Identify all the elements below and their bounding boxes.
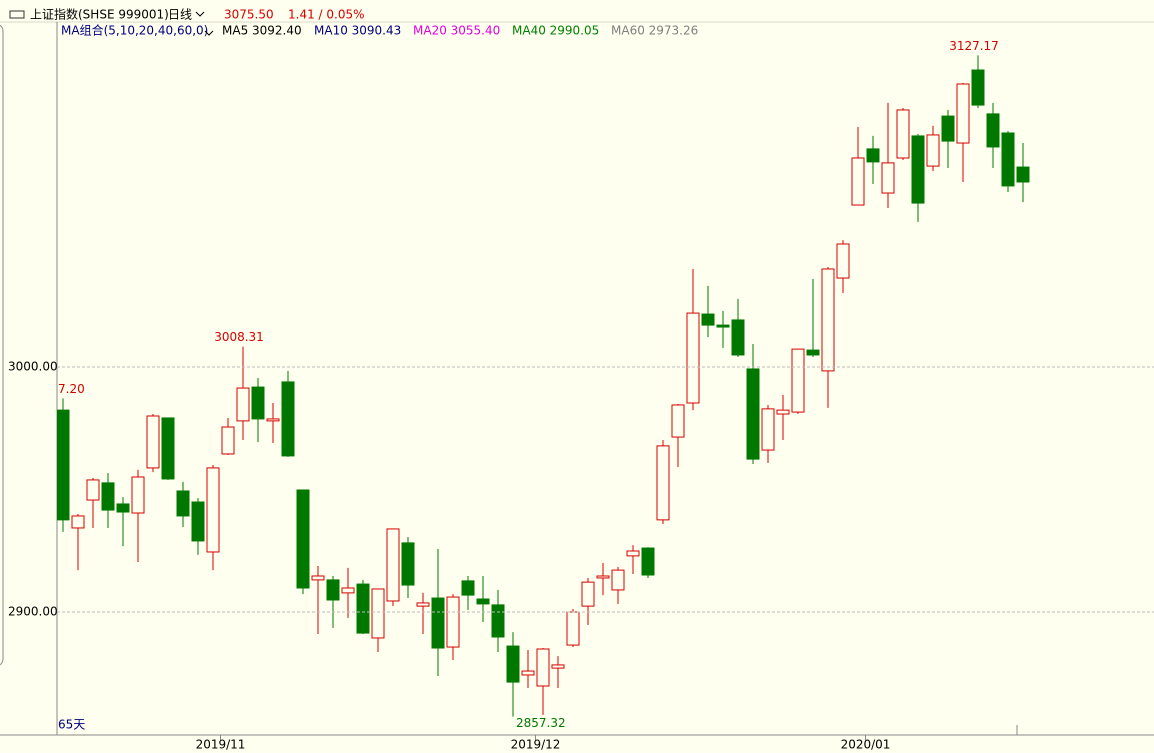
candle-body (236, 387, 250, 422)
candle-body (521, 670, 535, 676)
period-select[interactable]: 日线 (168, 8, 192, 22)
candle-body (686, 312, 700, 404)
chart-title: 上证指数(SHSE 999001) (30, 7, 169, 22)
candle-body (956, 83, 970, 144)
candle-body (101, 482, 115, 511)
candle-body (941, 115, 955, 142)
candle-body (581, 581, 595, 607)
candle-body (791, 348, 805, 413)
candle-body (746, 368, 760, 460)
candle-body (611, 569, 625, 591)
candle-body (206, 467, 220, 553)
candle-body (821, 268, 835, 372)
candle-body (1001, 132, 1015, 187)
candle-body (341, 587, 355, 594)
candle-body (71, 515, 85, 529)
candle-body (911, 135, 925, 204)
high-label: 7.20 (58, 382, 85, 396)
candle-body (356, 583, 370, 634)
ma-value: MA5 3092.40 (222, 24, 302, 38)
candle-body (761, 408, 775, 451)
candle-body (506, 645, 520, 683)
candle-body (116, 503, 130, 513)
last-price: 3075.50 (224, 8, 274, 22)
day-count: 65天 (58, 718, 85, 732)
candle-body (896, 109, 910, 159)
candle-body (1016, 166, 1030, 183)
ma-value: MA60 2973.26 (611, 24, 698, 38)
candle-body (926, 134, 940, 167)
candle-body (146, 415, 160, 469)
candle-body (461, 580, 475, 596)
candle-body (251, 386, 265, 420)
candle-body (806, 349, 820, 356)
candle-body (626, 550, 640, 557)
candle-body (656, 445, 670, 521)
candle-body (731, 319, 745, 356)
candle-body (776, 409, 790, 415)
candle-body (281, 381, 295, 457)
candle-body (311, 575, 325, 581)
candle-body (866, 148, 880, 163)
ma-value: MA40 2990.05 (512, 24, 599, 38)
candle-body (326, 579, 340, 601)
candle-body (266, 418, 280, 422)
plot-area (57, 55, 1030, 717)
low-label: 2857.32 (516, 716, 566, 730)
candle-body (371, 588, 385, 639)
candle-body (176, 490, 190, 517)
candle-body (836, 243, 850, 279)
candle-body (191, 501, 205, 542)
link-icon[interactable] (9, 10, 25, 19)
ma-value: MA20 3055.40 (413, 24, 500, 38)
candle-body (57, 409, 70, 521)
candle-body (716, 324, 730, 328)
price-change: 1.41 / 0.05% (288, 8, 365, 22)
ma-chevron[interactable] (204, 30, 214, 36)
candle-body (476, 598, 490, 605)
candle-body (131, 476, 145, 514)
ma-group[interactable]: MA组合(5,10,20,40,60,0) (61, 23, 208, 38)
candle-body (701, 313, 715, 326)
candle-body (161, 417, 175, 480)
candle-body (551, 664, 565, 669)
high-label: 3127.17 (949, 39, 999, 53)
y-tick-label: 3000.00 (8, 359, 58, 373)
candle-body (851, 157, 865, 206)
candle-body (416, 602, 430, 607)
candle-body (431, 597, 445, 649)
candle-body (986, 113, 1000, 148)
candle-body (671, 404, 685, 438)
candle-body (596, 575, 610, 579)
candle-body (881, 162, 895, 194)
side-panel (0, 24, 4, 666)
candle-body (536, 648, 550, 687)
candle-body (86, 479, 100, 501)
high-label: 3008.31 (214, 330, 264, 344)
candle-body (401, 542, 415, 586)
candle-body (971, 69, 985, 106)
y-tick-label: 2900.00 (8, 605, 58, 619)
ma-value: MA10 3090.43 (314, 24, 401, 38)
x-tick-label: 2019/11 (196, 738, 246, 752)
period-chevron[interactable] (195, 11, 205, 17)
candle-body (296, 489, 310, 589)
candle-body (566, 611, 580, 646)
x-tick-label: 2020/01 (841, 738, 891, 752)
candle-body (491, 604, 505, 638)
x-tick-label: 2019/12 (511, 738, 561, 752)
candle-body (641, 547, 655, 576)
candle-body (446, 596, 460, 648)
candle-body (386, 528, 400, 602)
candle-body (221, 426, 235, 455)
